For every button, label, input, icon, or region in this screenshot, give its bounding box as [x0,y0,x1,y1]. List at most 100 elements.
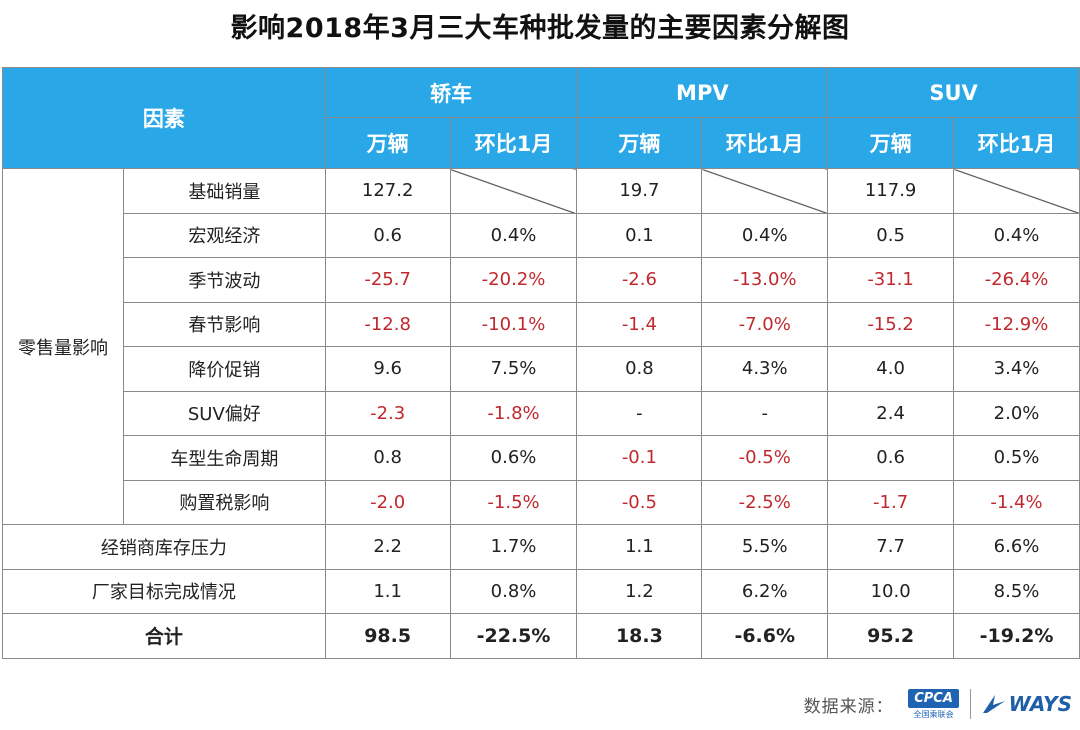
table-row: 降价促销 9.6 7.5% 0.8 4.3% 4.0 3.4% [3,346,1080,392]
cell: 0.8 [576,346,703,392]
factor-label: SUV偏好 [122,390,326,436]
cell: -25.7 [324,257,451,303]
header-row-groups: 因素 轿车 MPV SUV [2,67,1080,169]
cell: 3.4% [953,346,1080,392]
table-row: 零售量影响 基础销量 127.2 19.7 117.9 [2,168,1080,525]
cell: 10.0 [827,568,955,614]
header-mom-mpv: 环比1月 [701,117,829,169]
factor-label: 季节波动 [122,257,326,303]
cell: 9.6 [324,346,451,392]
total-cell: 95.2 [827,613,955,659]
cell: 4.3% [701,346,829,392]
cell: 0.8% [449,568,578,614]
total-cell: 98.5 [324,613,451,659]
cell: -20.2% [449,257,578,303]
cell: 0.6 [324,212,451,258]
cell: -13.0% [701,257,829,303]
cell: -2.5% [701,479,829,525]
factor-label: 降价促销 [122,346,326,392]
page-title: 影响2018年3月三大车种批发量的主要因素分解图 [230,13,850,44]
ways-logo: WAYS [981,692,1072,716]
cell: -2.3 [324,390,451,436]
cell: 7.7 [827,524,955,570]
cell: 1.1 [576,524,703,570]
cell: -7.0% [701,301,829,347]
empty-diagonal-cell [701,168,829,214]
total-cell: 18.3 [576,613,703,659]
cell: 1.7% [449,524,578,570]
factor-label: 厂家目标完成情况 [2,568,326,614]
table-row: 购置税影响 -2.0 -1.5% -0.5 -2.5% -1.7 -1.4% [3,479,1080,525]
cell: -1.5% [449,479,578,525]
ways-logo-text: WAYS [1008,692,1072,716]
table-row: 经销商库存压力 2.2 1.7% 1.1 5.5% 7.7 6.6% [2,524,1080,570]
cell: 0.4% [701,212,829,258]
factor-label: 宏观经济 [122,212,326,258]
cell: 19.7 [576,168,703,214]
empty-diagonal-cell [449,168,578,214]
table-row: SUV偏好 -2.3 -1.8% - -2.4 2.0% [3,390,1080,436]
cell: -12.8 [324,301,451,347]
cell: 0.6% [449,435,578,481]
cell: -2.0 [324,479,451,525]
cpca-logo-text: CPCA [908,688,959,708]
cell: 0.5 [827,212,955,258]
total-cell: -19.2% [953,613,1080,659]
cell: -10.1% [449,301,578,347]
cell: 6.2% [701,568,829,614]
cell: -12.9% [953,301,1080,347]
empty-diagonal-cell [953,168,1080,214]
cell: - [701,390,829,436]
table-row: 车型生命周期 0.8 0.6% -0.1 -0.5% 0.6 0.5% [3,435,1080,481]
cell: -1.4% [953,479,1080,525]
cell: 0.4% [953,212,1080,258]
header-unit-suv: 万辆 [827,117,955,169]
group-label: 零售量影响 [2,168,124,525]
cell: -0.5% [701,435,829,481]
header-mom-sedan: 环比1月 [449,117,578,169]
cell: 0.6 [827,435,955,481]
table-row: 春节影响 -12.8 -10.1% -1.4 -7.0% -15.2 -12.9% [3,301,1080,347]
cell: 2.4 [827,390,955,436]
cell: -0.1 [576,435,703,481]
cell: - [576,390,703,436]
table-row: 宏观经济 0.6 0.4% 0.1 0.4% 0.5 0.4% [3,212,1080,258]
header-group-sedan: 轿车 [324,67,578,118]
cell: 0.1 [576,212,703,258]
ways-wing-icon [982,695,1005,713]
header-unit-mpv: 万辆 [576,117,703,169]
header-mom-suv: 环比1月 [953,117,1080,169]
header-group-mpv: MPV [576,67,829,118]
logo-divider [969,689,971,719]
cell: 4.0 [827,346,955,392]
cell: -2.6 [576,257,703,303]
table-row: 厂家目标完成情况 1.1 0.8% 1.2 6.2% 10.0 8.5% [2,568,1080,614]
cell: 8.5% [953,568,1080,614]
cell: -26.4% [953,257,1080,303]
header-group-suv: SUV [827,67,1080,118]
total-row: 合计 98.5 -22.5% 18.3 -6.6% 95.2 -19.2% [2,613,1080,659]
cell: -1.8% [449,390,578,436]
header-unit-sedan: 万辆 [324,117,451,169]
cell: 127.2 [324,168,451,214]
factor-label: 购置税影响 [122,479,326,525]
cell: 1.1 [324,568,451,614]
factor-label: 春节影响 [122,301,326,347]
cell: 0.4% [449,212,578,258]
cell: -0.5 [576,479,703,525]
source-label: 数据来源： [803,696,894,717]
factor-table: 因素 轿车 MPV SUV 万辆 环比1月 万辆 环比1月 万辆 环比1月 零售… [2,67,1080,659]
cell: 1.2 [576,568,703,614]
cell: -1.7 [827,479,955,525]
cell: -15.2 [827,301,955,347]
cell: -1.4 [576,301,703,347]
cell: -31.1 [827,257,955,303]
cpca-logo-subtitle: 全国乘联会 [913,709,954,719]
total-label: 合计 [2,613,326,659]
factor-label: 经销商库存压力 [2,524,326,570]
cell: 0.8 [324,435,451,481]
cpca-logo: CPCA 全国乘联会 [908,687,960,721]
table-row: 季节波动 -25.7 -20.2% -2.6 -13.0% -31.1 -26.4% [3,257,1080,303]
factor-label: 车型生命周期 [122,435,326,481]
header-row-units: 万辆 环比1月 万辆 环比1月 万辆 环比1月 [3,117,1080,169]
